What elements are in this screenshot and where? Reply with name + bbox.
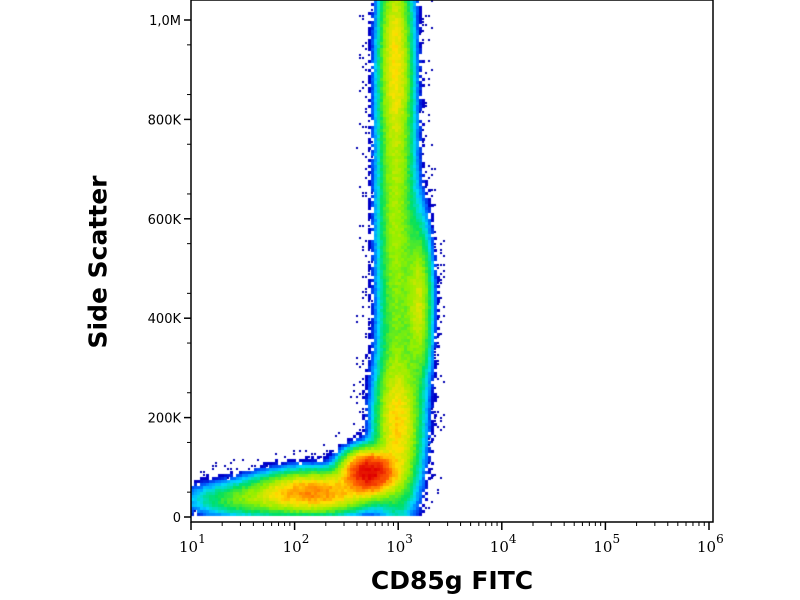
y-tick-label: 200K xyxy=(148,412,182,427)
y-tick-label: 400K xyxy=(148,312,182,327)
y-tick-label: 600K xyxy=(148,213,182,228)
x-tick-label: 106 xyxy=(697,532,724,556)
x-tick-label: 101 xyxy=(179,532,206,556)
x-tick-label: 102 xyxy=(283,532,310,556)
density-plot-area xyxy=(191,0,713,522)
x-tick-label: 105 xyxy=(593,532,620,556)
x-tick-label: 103 xyxy=(386,532,413,556)
y-tick-label: 0 xyxy=(173,511,181,526)
y-tick-label: 1,0M xyxy=(149,14,181,29)
y-tick-label: 800K xyxy=(148,113,182,128)
x-axis-label: CD85g FITC xyxy=(370,566,534,595)
x-tick-label: 104 xyxy=(490,532,517,556)
y-axis-label: Side Scatter xyxy=(83,175,113,349)
plot-frame xyxy=(190,0,714,523)
